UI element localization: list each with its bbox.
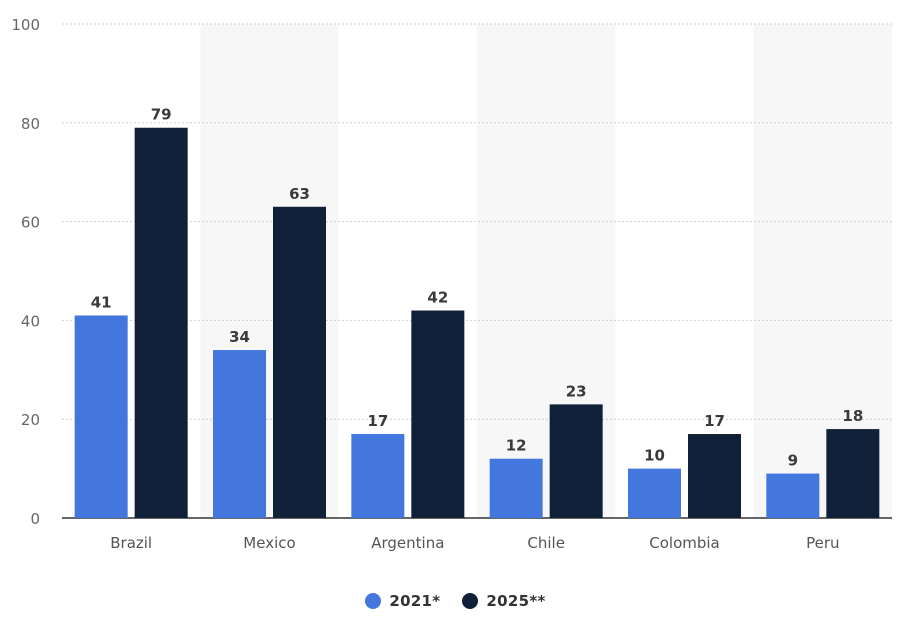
legend-swatch-2021 <box>365 593 382 609</box>
y-tick-label-20: 20 <box>21 411 40 429</box>
data-label-mexico-2021: 34 <box>229 328 250 346</box>
data-label-colombia-2025: 17 <box>704 412 725 430</box>
bar-mexico-2025 <box>273 206 326 518</box>
bar-chart: 0 20 40 60 80 100 41 79 34 63 17 42 12 23 10 17 9 18 Bra… <box>11 16 892 552</box>
bar-mexico-2021 <box>213 350 266 518</box>
data-label-peru-2025: 18 <box>842 407 863 425</box>
bars <box>74 127 880 519</box>
x-axis: Brazil Mexico Argentina Chile Colombia Peru <box>110 534 839 552</box>
x-tick-label-mexico: Mexico <box>243 534 295 552</box>
category-bands <box>200 24 892 518</box>
data-label-peru-2021: 9 <box>788 452 798 470</box>
bar-peru-2021 <box>766 473 820 518</box>
data-label-argentina-2021: 17 <box>367 412 388 430</box>
data-label-chile-2025: 23 <box>566 382 587 400</box>
legend-item-2021[interactable]: 2021* <box>365 592 440 610</box>
y-tick-label-60: 60 <box>21 214 40 232</box>
bar-argentina-2021 <box>351 434 405 518</box>
legend-label-2021: 2021* <box>389 592 441 610</box>
x-tick-label-chile: Chile <box>527 534 565 552</box>
bar-brazil-2025 <box>134 127 188 519</box>
y-tick-label-100: 100 <box>11 16 40 34</box>
y-tick-label-0: 0 <box>30 510 40 528</box>
bar-colombia-2025 <box>688 434 741 518</box>
y-axis: 0 20 40 60 80 100 <box>11 16 40 528</box>
bar-brazil-2021 <box>74 315 128 518</box>
x-tick-label-peru: Peru <box>806 534 839 552</box>
y-tick-label-40: 40 <box>21 312 40 330</box>
x-tick-label-brazil: Brazil <box>110 534 152 552</box>
data-label-chile-2021: 12 <box>506 437 527 455</box>
data-label-colombia-2021: 10 <box>644 447 665 465</box>
y-tick-label-80: 80 <box>21 115 40 133</box>
bar-chile-2021 <box>489 458 543 518</box>
legend: 2021* 2025** <box>0 588 911 614</box>
data-label-mexico-2025: 63 <box>289 185 310 203</box>
legend-swatch-2025 <box>462 593 479 609</box>
bar-chile-2025 <box>549 404 603 518</box>
x-tick-label-colombia: Colombia <box>649 534 720 552</box>
bar-argentina-2025 <box>411 310 465 518</box>
bar-peru-2025 <box>826 429 880 518</box>
legend-label-2025: 2025** <box>486 592 546 610</box>
x-tick-label-argentina: Argentina <box>371 534 444 552</box>
legend-item-2025[interactable]: 2025** <box>462 592 545 610</box>
data-label-brazil-2025: 79 <box>151 106 172 124</box>
bar-colombia-2021 <box>628 468 681 518</box>
data-labels: 41 79 34 63 17 42 12 23 10 17 9 18 <box>91 106 864 470</box>
data-label-brazil-2021: 41 <box>91 293 112 311</box>
data-label-argentina-2025: 42 <box>427 289 448 307</box>
